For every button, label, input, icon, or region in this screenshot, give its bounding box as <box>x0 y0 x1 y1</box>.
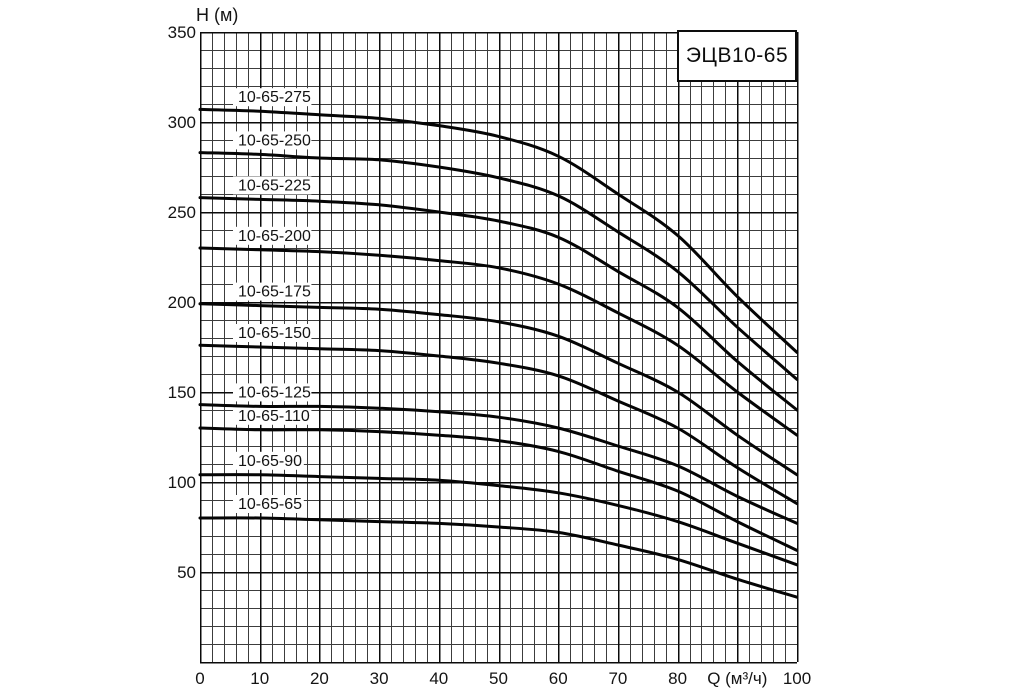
x-tick-label: 0 <box>195 669 204 688</box>
x-tick-label: 40 <box>429 669 448 688</box>
axis-tick-labels: 0 10 20 30 40 50 60 70 80 100 50 100 150 200 250 300 350 <box>168 23 812 688</box>
pump-curve-10-65-125 <box>198 403 799 525</box>
grid-major <box>199 31 799 664</box>
pump-curve-10-65-200 <box>198 246 799 437</box>
curve-label-10-65-90: 10-65-90 <box>238 453 302 470</box>
y-tick-label: 300 <box>168 113 196 132</box>
x-axis-title: Q (м³/ч) <box>707 669 767 688</box>
curve-label-10-65-125: 10-65-125 <box>238 384 311 401</box>
curve-label-10-65-200: 10-65-200 <box>238 228 311 245</box>
x-tick-label: 30 <box>370 669 389 688</box>
x-tick-label: 50 <box>489 669 508 688</box>
pump-curve-10-65-150 <box>198 343 799 506</box>
curve-label-10-65-250: 10-65-250 <box>238 132 311 149</box>
pump-curve-10-65-90 <box>198 473 799 567</box>
curve-label-patch <box>233 88 312 107</box>
x-tick-label: 20 <box>310 669 329 688</box>
curve-label-10-65-275: 10-65-275 <box>238 89 311 106</box>
curve-label-patch <box>233 282 312 301</box>
curve-label-10-65-175: 10-65-175 <box>238 284 311 301</box>
y-tick-label: 50 <box>177 563 196 582</box>
y-axis-title: H (м) <box>196 5 239 25</box>
curve-label-patch <box>233 406 312 425</box>
pump-curve-10-65-175 <box>198 302 799 477</box>
x-tick-label: 80 <box>668 669 687 688</box>
y-tick-label: 100 <box>168 473 196 492</box>
curve-label-10-65-110: 10-65-110 <box>238 408 310 425</box>
y-tick-label: 200 <box>168 293 196 312</box>
pump-curve-10-65-250 <box>198 151 799 381</box>
curve-label-10-65-225: 10-65-225 <box>238 177 311 194</box>
x-tick-label: 100 <box>783 669 811 688</box>
curve-label-10-65-150: 10-65-150 <box>238 325 311 342</box>
y-tick-label: 250 <box>168 203 196 222</box>
pump-curves <box>198 107 799 599</box>
curve-label-patch <box>233 383 312 402</box>
curve-label-patch <box>233 495 304 513</box>
pump-curve-10-65-225 <box>198 196 799 412</box>
x-tick-label: 70 <box>608 669 627 688</box>
pump-curve-10-65-110 <box>198 426 799 552</box>
curve-label-10-65-65: 10-65-65 <box>238 496 302 513</box>
curve-label-patches <box>233 88 312 513</box>
x-tick-label: 10 <box>250 669 269 688</box>
chart-title-box: ЭЦВ10-65 <box>677 30 797 82</box>
curve-label-patch <box>233 324 312 342</box>
y-tick-label: 350 <box>168 23 196 42</box>
pump-curve-10-65-65 <box>198 516 799 599</box>
curve-labels: 10-65-275 10-65-250 10-65-225 10-65-200 10-6… <box>238 89 311 513</box>
x-tick-label: 60 <box>549 669 568 688</box>
curve-label-patch <box>233 176 312 195</box>
chart-title: ЭЦВ10-65 <box>685 44 789 67</box>
curve-label-patch <box>233 451 304 470</box>
curve-label-patch <box>233 226 312 245</box>
pump-curve-10-65-275 <box>198 107 799 354</box>
curve-label-patch <box>233 131 312 150</box>
y-tick-label: 150 <box>168 383 196 402</box>
